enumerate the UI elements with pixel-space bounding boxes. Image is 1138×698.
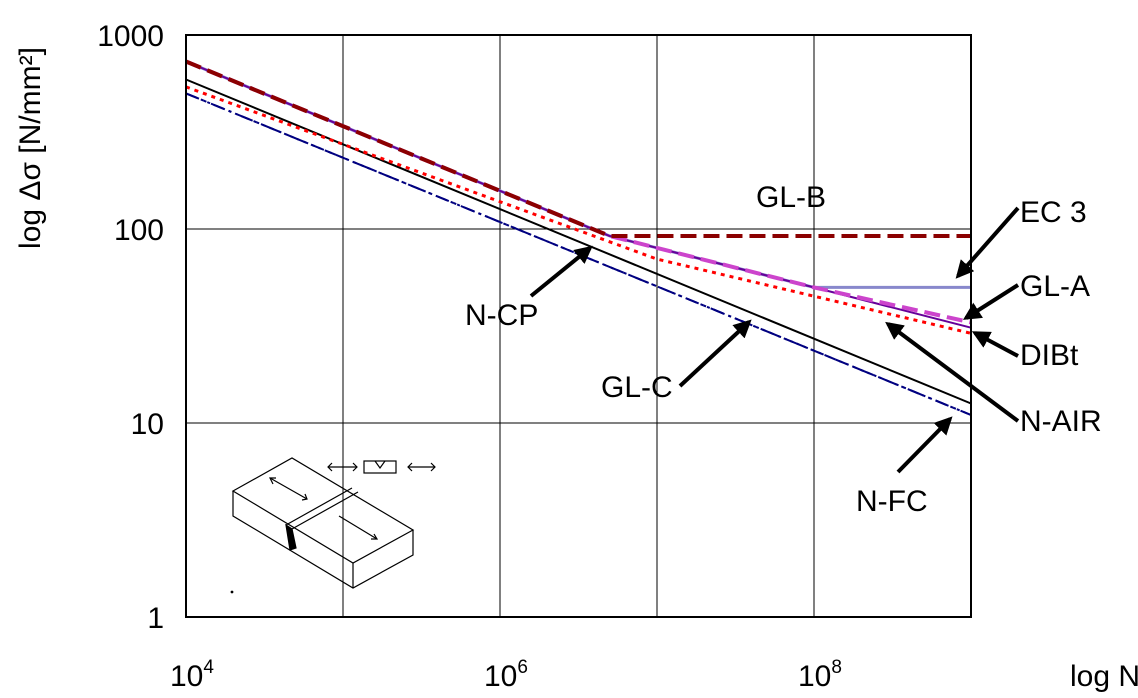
- annotation-n-air: N-AIR: [1020, 405, 1102, 438]
- series-gl-a: [185, 59, 972, 325]
- series-gl-c: [185, 92, 972, 416]
- arrow-ec3: [955, 206, 1020, 279]
- y-axis-label: log Δσ [N/mm²]: [14, 47, 47, 249]
- arrow-gl-a: [962, 283, 1020, 320]
- grid: [185, 34, 972, 618]
- weld-detail-sketch: [230, 457, 436, 594]
- x-tick-labels: 104 106 108: [170, 657, 842, 693]
- series-n-cp: [185, 78, 972, 405]
- annotation-gl-a: GL-A: [1020, 270, 1090, 303]
- arrow-n-cp: [529, 245, 593, 298]
- y-tick-label: 1: [147, 602, 164, 635]
- arrow-n-air: [885, 321, 1020, 423]
- annotation-gl-b: GL-B: [756, 181, 826, 214]
- y-tick-label: 10: [131, 408, 164, 441]
- x-axis-label: log N: [1070, 660, 1138, 693]
- y-tick-label: 1000: [97, 20, 164, 53]
- annotation-dibt: DIBt: [1020, 339, 1079, 372]
- plot-area-border: [185, 34, 972, 618]
- annotation-n-fc: N-FC: [856, 485, 928, 518]
- series-gl-b: [185, 59, 971, 238]
- arrow-dibt: [971, 331, 1019, 358]
- annotations: GL-B EC 3 GL-A DIBt N-AIR N-FC N-CP GL-C: [465, 181, 1102, 518]
- series-lines: [185, 59, 972, 416]
- x-tick-label: 106: [484, 657, 528, 693]
- annotation-ec3: EC 3: [1020, 196, 1087, 229]
- y-tick-label: 100: [114, 214, 164, 247]
- y-tick-labels: 1 10 100 1000: [97, 20, 164, 635]
- x-tick-label: 108: [798, 657, 842, 693]
- arrow-n-fc: [896, 416, 953, 474]
- annotation-gl-c: GL-C: [601, 371, 673, 404]
- x-tick-label: 104: [170, 657, 214, 693]
- annotation-n-cp: N-CP: [465, 299, 538, 332]
- arrow-gl-c: [678, 319, 752, 388]
- series-n-air: [185, 85, 972, 335]
